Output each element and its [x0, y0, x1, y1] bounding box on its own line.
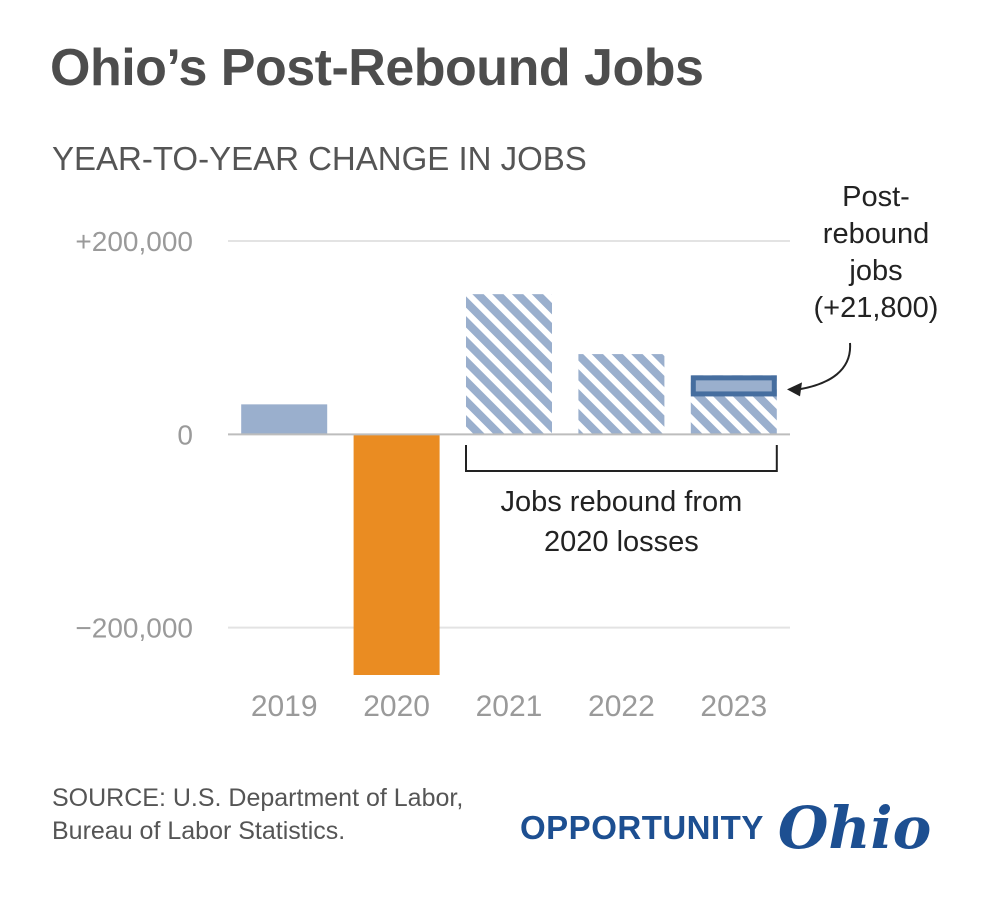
arrowhead	[787, 382, 802, 397]
bar-2019	[241, 404, 328, 435]
post-rebound-note-line: jobs	[848, 255, 902, 287]
y-tick-label: −200,000	[75, 613, 193, 644]
x-tick-label-2022: 2022	[588, 690, 655, 723]
opportunity-ohio-logo: OPPORTUNITY Ohio	[520, 778, 931, 878]
chart-subtitle: YEAR-TO-YEAR CHANGE IN JOBS	[52, 140, 587, 177]
y-tick-label: 0	[177, 419, 193, 450]
bar-2020	[353, 434, 440, 675]
bar-chart: Jobs rebound from 2020 losses Post-rebound…	[75, 181, 939, 723]
brand-script-ohio: Ohio	[777, 794, 932, 862]
post-rebound-note-line: Post-	[842, 181, 910, 213]
rebound-note-line: Jobs rebound from	[500, 486, 742, 518]
y-tick-label: +200,000	[75, 226, 193, 257]
x-tick-label-2019: 2019	[251, 690, 318, 723]
post-rebound-arrow	[798, 342, 852, 391]
x-tick-label-2020: 2020	[363, 690, 430, 723]
brand-wordmark: OPPORTUNITY	[520, 809, 764, 846]
rebound-note-line: 2020 losses	[544, 526, 699, 558]
source-note: SOURCE: U.S. Department of Labor, Bureau…	[52, 784, 464, 845]
rebound-bracket	[465, 445, 778, 472]
post-rebound-note-line: rebound	[823, 218, 929, 250]
bar-2021	[466, 294, 552, 435]
chart-title: Ohio’s Post-Rebound Jobs	[50, 39, 704, 97]
post-rebound-note-line: (+21,800)	[814, 292, 939, 324]
x-tick-label-2023: 2023	[700, 690, 767, 723]
x-tick-label-2021: 2021	[476, 690, 543, 723]
bar-2022	[578, 354, 665, 435]
post-rebound-segment	[690, 375, 777, 397]
